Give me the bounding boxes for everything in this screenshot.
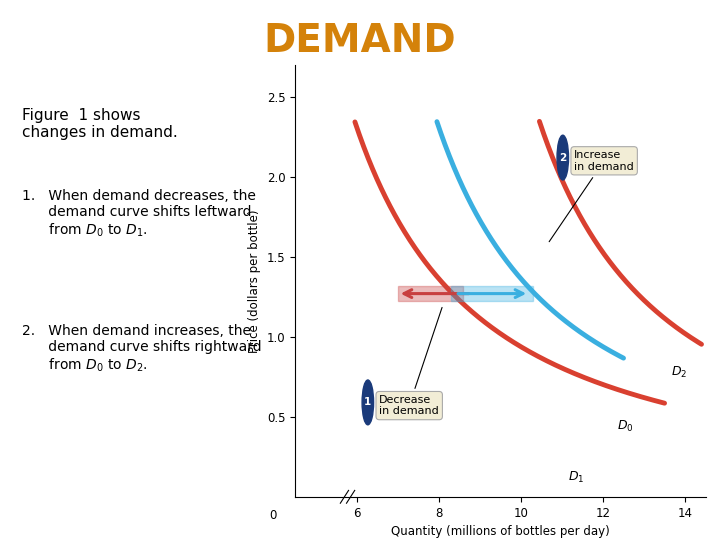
Text: Increase
in demand: Increase in demand bbox=[549, 150, 634, 242]
Text: 2.   When demand increases, the
      demand curve shifts rightward
      from $: 2. When demand increases, the demand cur… bbox=[22, 324, 261, 374]
Text: 1.   When demand decreases, the
      demand curve shifts leftward
      from $D: 1. When demand decreases, the demand cur… bbox=[22, 189, 256, 239]
Y-axis label: Price (dollars per bottle): Price (dollars per bottle) bbox=[248, 209, 261, 353]
Text: 1: 1 bbox=[364, 397, 372, 407]
Text: DEMAND: DEMAND bbox=[264, 22, 456, 59]
Text: $D_1$: $D_1$ bbox=[568, 470, 585, 485]
Circle shape bbox=[557, 135, 569, 180]
Text: 2: 2 bbox=[559, 153, 567, 163]
Text: Figure  1 shows
changes in demand.: Figure 1 shows changes in demand. bbox=[22, 108, 177, 140]
Circle shape bbox=[362, 380, 374, 425]
Bar bbox=[397, 286, 464, 301]
Bar bbox=[451, 286, 534, 301]
Text: $D_2$: $D_2$ bbox=[671, 364, 687, 380]
X-axis label: Quantity (millions of bottles per day): Quantity (millions of bottles per day) bbox=[391, 525, 610, 538]
Text: 0: 0 bbox=[269, 509, 276, 522]
Text: Decrease
in demand: Decrease in demand bbox=[379, 307, 442, 416]
Text: $D_0$: $D_0$ bbox=[617, 419, 634, 434]
